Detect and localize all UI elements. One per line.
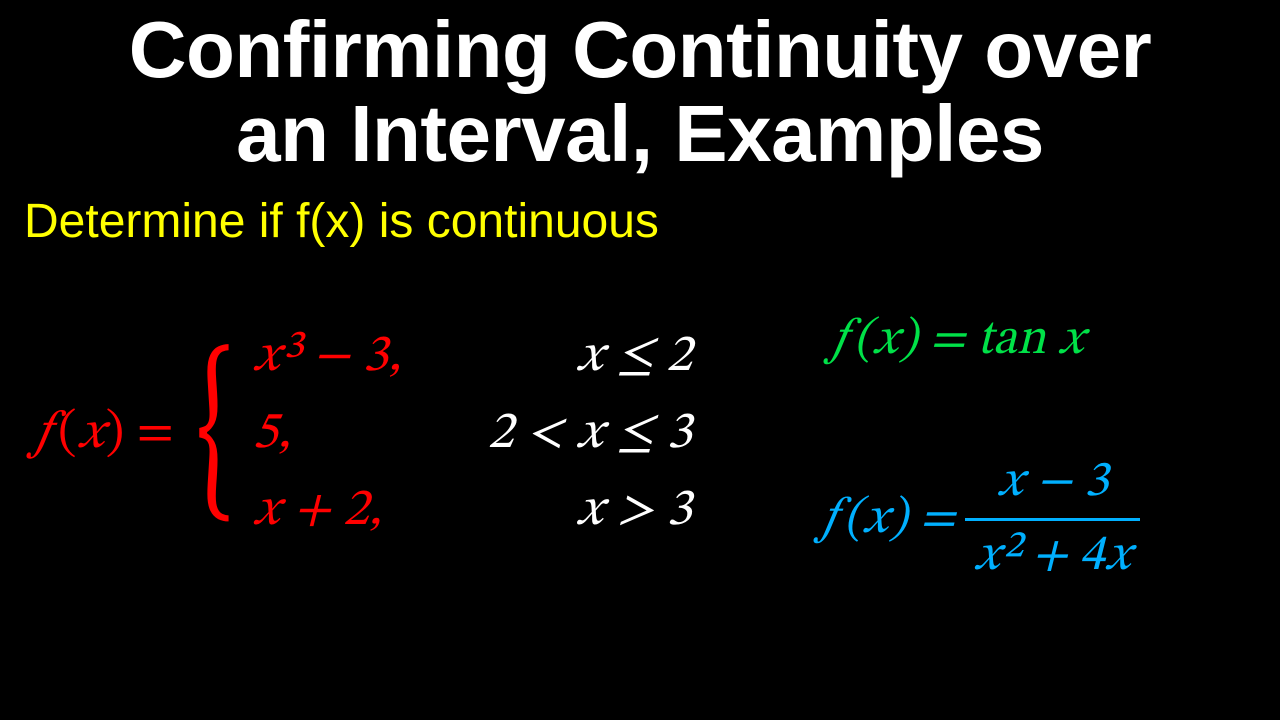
lhs-open: ( bbox=[58, 408, 77, 460]
case-row: 5, 2 < 𝑥 ≤ 3 bbox=[252, 396, 692, 473]
lhs-x: 𝑥 bbox=[77, 408, 106, 460]
case-cond: 2 < 𝑥 ≤ 3 bbox=[432, 396, 692, 473]
case-row: 𝑥³ − 3, 𝑥 ≤ 2 bbox=[252, 319, 692, 396]
denominator: 𝑥² + 4𝑥 bbox=[965, 523, 1140, 590]
case-expr: 5, bbox=[252, 396, 432, 473]
eq-green-text: 𝑓(𝑥) = tan 𝑥 bbox=[825, 315, 1085, 365]
lhs-close: ) bbox=[106, 408, 125, 460]
cases-table: 𝑥³ − 3, 𝑥 ≤ 2 5, 2 < 𝑥 ≤ 3 𝑥 + 2, 𝑥 > 3 bbox=[252, 319, 692, 550]
case-expr: 𝑥³ − 3, bbox=[252, 319, 432, 396]
body: 𝑓(𝑥) = { 𝑥³ − 3, 𝑥 ≤ 2 5, 2 < 𝑥 ≤ 3 𝑥 + … bbox=[0, 249, 1280, 689]
equation-tan: 𝑓(𝑥) = tan 𝑥 bbox=[825, 309, 1085, 372]
case-expr: 𝑥 + 2, bbox=[252, 473, 432, 550]
title-line-2: an Interval, Examples bbox=[236, 89, 1044, 178]
equation-rational: 𝑓(𝑥) = 𝑥 − 3 𝑥² + 4𝑥 bbox=[815, 449, 1140, 590]
piecewise-lhs: 𝑓(𝑥) = bbox=[28, 402, 174, 467]
page-title: Confirming Continuity over an Interval, … bbox=[0, 0, 1280, 176]
subtitle: Determine if f(x) is continuous bbox=[0, 194, 1280, 249]
numerator: 𝑥 − 3 bbox=[989, 449, 1117, 516]
piecewise-function: 𝑓(𝑥) = { 𝑥³ − 3, 𝑥 ≤ 2 5, 2 < 𝑥 ≤ 3 𝑥 + … bbox=[28, 319, 692, 550]
fraction: 𝑥 − 3 𝑥² + 4𝑥 bbox=[965, 449, 1140, 590]
lhs-eq: = bbox=[124, 408, 174, 460]
lhs-f: 𝑓 bbox=[28, 408, 58, 460]
fraction-bar bbox=[965, 518, 1140, 521]
brace-icon: { bbox=[196, 359, 233, 511]
eq-blue-lhs: 𝑓(𝑥) = bbox=[815, 488, 955, 551]
slide: Confirming Continuity over an Interval, … bbox=[0, 0, 1280, 720]
title-line-1: Confirming Continuity over bbox=[129, 5, 1152, 94]
case-cond: 𝑥 > 3 bbox=[432, 473, 692, 550]
case-cond: 𝑥 ≤ 2 bbox=[432, 319, 692, 396]
case-row: 𝑥 + 2, 𝑥 > 3 bbox=[252, 473, 692, 550]
